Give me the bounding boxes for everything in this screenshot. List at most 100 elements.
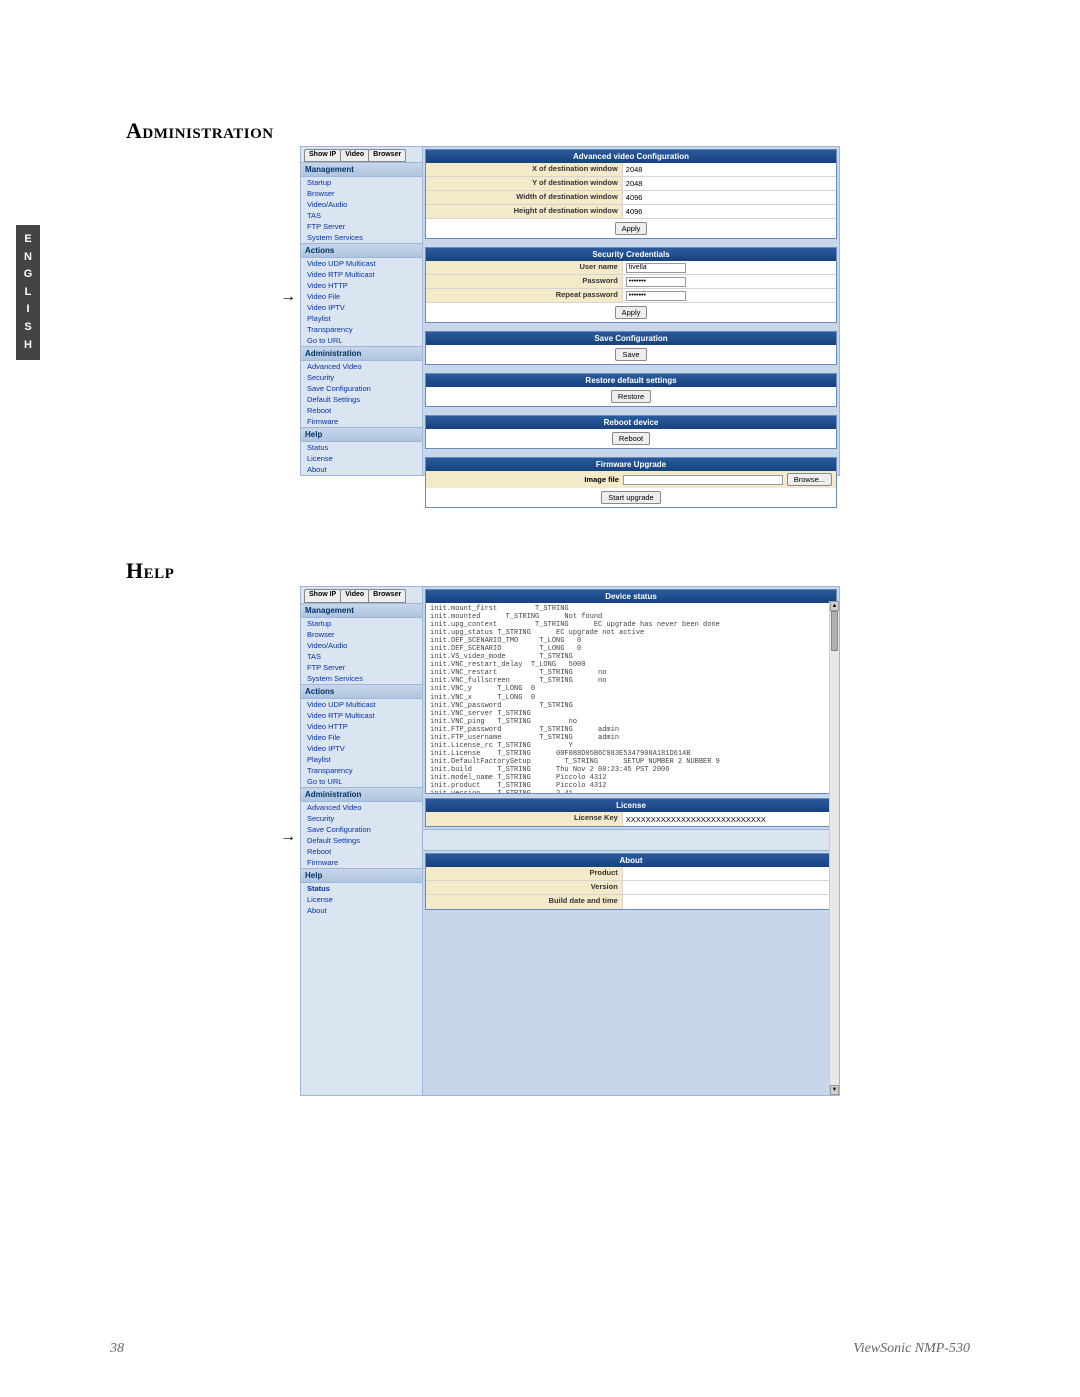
save-button[interactable]: Save: [615, 348, 646, 361]
lbl-w: Width of destination window: [426, 191, 623, 204]
nav-about-2[interactable]: About: [301, 905, 422, 916]
nav-video-audio[interactable]: Video/Audio: [301, 199, 422, 210]
nav-iptv[interactable]: Video IPTV: [301, 302, 422, 313]
browse-button[interactable]: Browse...: [787, 473, 832, 486]
nav-udp-2[interactable]: Video UDP Multicast: [301, 699, 422, 710]
nav-tas[interactable]: TAS: [301, 210, 422, 221]
password-input[interactable]: [626, 277, 686, 287]
grp-help-2: Help: [301, 868, 422, 883]
nav-startup-2[interactable]: Startup: [301, 618, 422, 629]
nav-security-2[interactable]: Security: [301, 813, 422, 824]
image-file-input[interactable]: [623, 475, 783, 485]
nav-startup[interactable]: Startup: [301, 177, 422, 188]
nav-browser[interactable]: Browser: [301, 188, 422, 199]
nav-reboot-2[interactable]: Reboot: [301, 846, 422, 857]
nav-browser-2[interactable]: Browser: [301, 629, 422, 640]
tab-video-2[interactable]: Video: [340, 589, 369, 603]
hdr-firmware: Firmware Upgrade: [426, 458, 836, 471]
lbl-user: User name: [426, 261, 623, 274]
tab-browser[interactable]: Browser: [368, 149, 406, 162]
nav-playlist-2[interactable]: Playlist: [301, 754, 422, 765]
nav-http[interactable]: Video HTTP: [301, 280, 422, 291]
nav-adv-video-2[interactable]: Advanced Video: [301, 802, 422, 813]
tab-show-ip[interactable]: Show IP: [304, 149, 341, 162]
panel-license: License License Key XXXXXXXXXXXXXXXXXXXX…: [425, 798, 837, 827]
nav-sys-services-2[interactable]: System Services: [301, 673, 422, 684]
start-upgrade-button[interactable]: Start upgrade: [601, 491, 660, 504]
hdr-license: License: [426, 799, 836, 812]
nav-video-audio-2[interactable]: Video/Audio: [301, 640, 422, 651]
nav-rtp[interactable]: Video RTP Multicast: [301, 269, 422, 280]
nav-tas-2[interactable]: TAS: [301, 651, 422, 662]
scroll-down-icon[interactable]: ▼: [830, 1085, 839, 1095]
lbl-rpass: Repeat password: [426, 289, 623, 302]
nav-default-2[interactable]: Default Settings: [301, 835, 422, 846]
nav-file-2[interactable]: Video File: [301, 732, 422, 743]
reboot-button[interactable]: Reboot: [612, 432, 650, 445]
nav-status[interactable]: Status: [301, 442, 422, 453]
grp-administration-2: Administration: [301, 787, 422, 802]
apply-adv-video-button[interactable]: Apply: [615, 222, 648, 235]
lang-S: S: [16, 319, 40, 337]
val-x: 2048: [623, 163, 836, 176]
nav-iptv-2[interactable]: Video IPTV: [301, 743, 422, 754]
nav-file[interactable]: Video File: [301, 291, 422, 302]
username-input[interactable]: [626, 263, 686, 273]
nav-http-2[interactable]: Video HTTP: [301, 721, 422, 732]
help-main: Device status init.mount_first T_STRING …: [423, 587, 839, 1095]
ss-sidebar-help: Show IP Video Browser Management Startup…: [301, 587, 423, 1095]
nav-firmware-2[interactable]: Firmware: [301, 857, 422, 868]
nav-adv-video[interactable]: Advanced Video: [301, 361, 422, 372]
nav-rtp-2[interactable]: Video RTP Multicast: [301, 710, 422, 721]
restore-button[interactable]: Restore: [611, 390, 651, 403]
scroll-thumb[interactable]: [831, 611, 838, 651]
lang-L: L: [16, 284, 40, 302]
tab-video[interactable]: Video: [340, 149, 369, 162]
nav-default[interactable]: Default Settings: [301, 394, 422, 405]
nav-save-conf-2[interactable]: Save Configuration: [301, 824, 422, 835]
val-license-key: XXXXXXXXXXXXXXXXXXXXXXXXXXXX: [623, 812, 836, 826]
page-footer: 38 ViewSonic NMP-530: [110, 1341, 970, 1357]
nav-about[interactable]: About: [301, 464, 422, 475]
device-status-text: init.mount_first T_STRING init.mounted T…: [426, 603, 836, 793]
scroll-up-icon[interactable]: ▲: [830, 601, 839, 611]
tab-browser-2[interactable]: Browser: [368, 589, 406, 603]
nav-security[interactable]: Security: [301, 372, 422, 383]
nav-save-conf[interactable]: Save Configuration: [301, 383, 422, 394]
val-build: [623, 895, 836, 909]
nav-ftp[interactable]: FTP Server: [301, 221, 422, 232]
hdr-restore: Restore default settings: [426, 374, 836, 387]
arrow-icon: →: [280, 288, 296, 306]
nav-license-2[interactable]: License: [301, 894, 422, 905]
ss-sidebar-tabs: Show IP Video Browser: [301, 149, 422, 162]
document-page: E N G L I S H Administration Show IP Vid…: [0, 0, 1080, 1397]
help-screenshot: Show IP Video Browser Management Startup…: [300, 586, 840, 1096]
nav-reboot[interactable]: Reboot: [301, 405, 422, 416]
tab-show-ip-2[interactable]: Show IP: [304, 589, 341, 603]
apply-security-button[interactable]: Apply: [615, 306, 648, 319]
nav-url-2[interactable]: Go to URL: [301, 776, 422, 787]
nav-playlist[interactable]: Playlist: [301, 313, 422, 324]
hdr-reboot: Reboot device: [426, 416, 836, 429]
lang-I: I: [16, 301, 40, 319]
lbl-version: Version: [426, 881, 623, 894]
nav-transparency[interactable]: Transparency: [301, 324, 422, 335]
admin-main: Advanced video Configuration X of destin…: [423, 147, 839, 475]
lbl-h: Height of destination window: [426, 205, 623, 218]
ss-sidebar: Show IP Video Browser Management Startup…: [301, 147, 423, 475]
nav-udp[interactable]: Video UDP Multicast: [301, 258, 422, 269]
val-w: 4096: [623, 191, 836, 204]
scrollbar[interactable]: ▲ ▼: [829, 601, 839, 1095]
nav-license[interactable]: License: [301, 453, 422, 464]
nav-sys-services[interactable]: System Services: [301, 232, 422, 243]
nav-url[interactable]: Go to URL: [301, 335, 422, 346]
nav-ftp-2[interactable]: FTP Server: [301, 662, 422, 673]
nav-firmware[interactable]: Firmware: [301, 416, 422, 427]
lbl-pass: Password: [426, 275, 623, 288]
nav-transparency-2[interactable]: Transparency: [301, 765, 422, 776]
repeat-password-input[interactable]: [626, 291, 686, 301]
nav-status-2[interactable]: Status: [301, 883, 422, 894]
grp-management-2: Management: [301, 603, 422, 618]
lbl-product: Product: [426, 867, 623, 880]
hdr-security: Security Credentials: [426, 248, 836, 261]
